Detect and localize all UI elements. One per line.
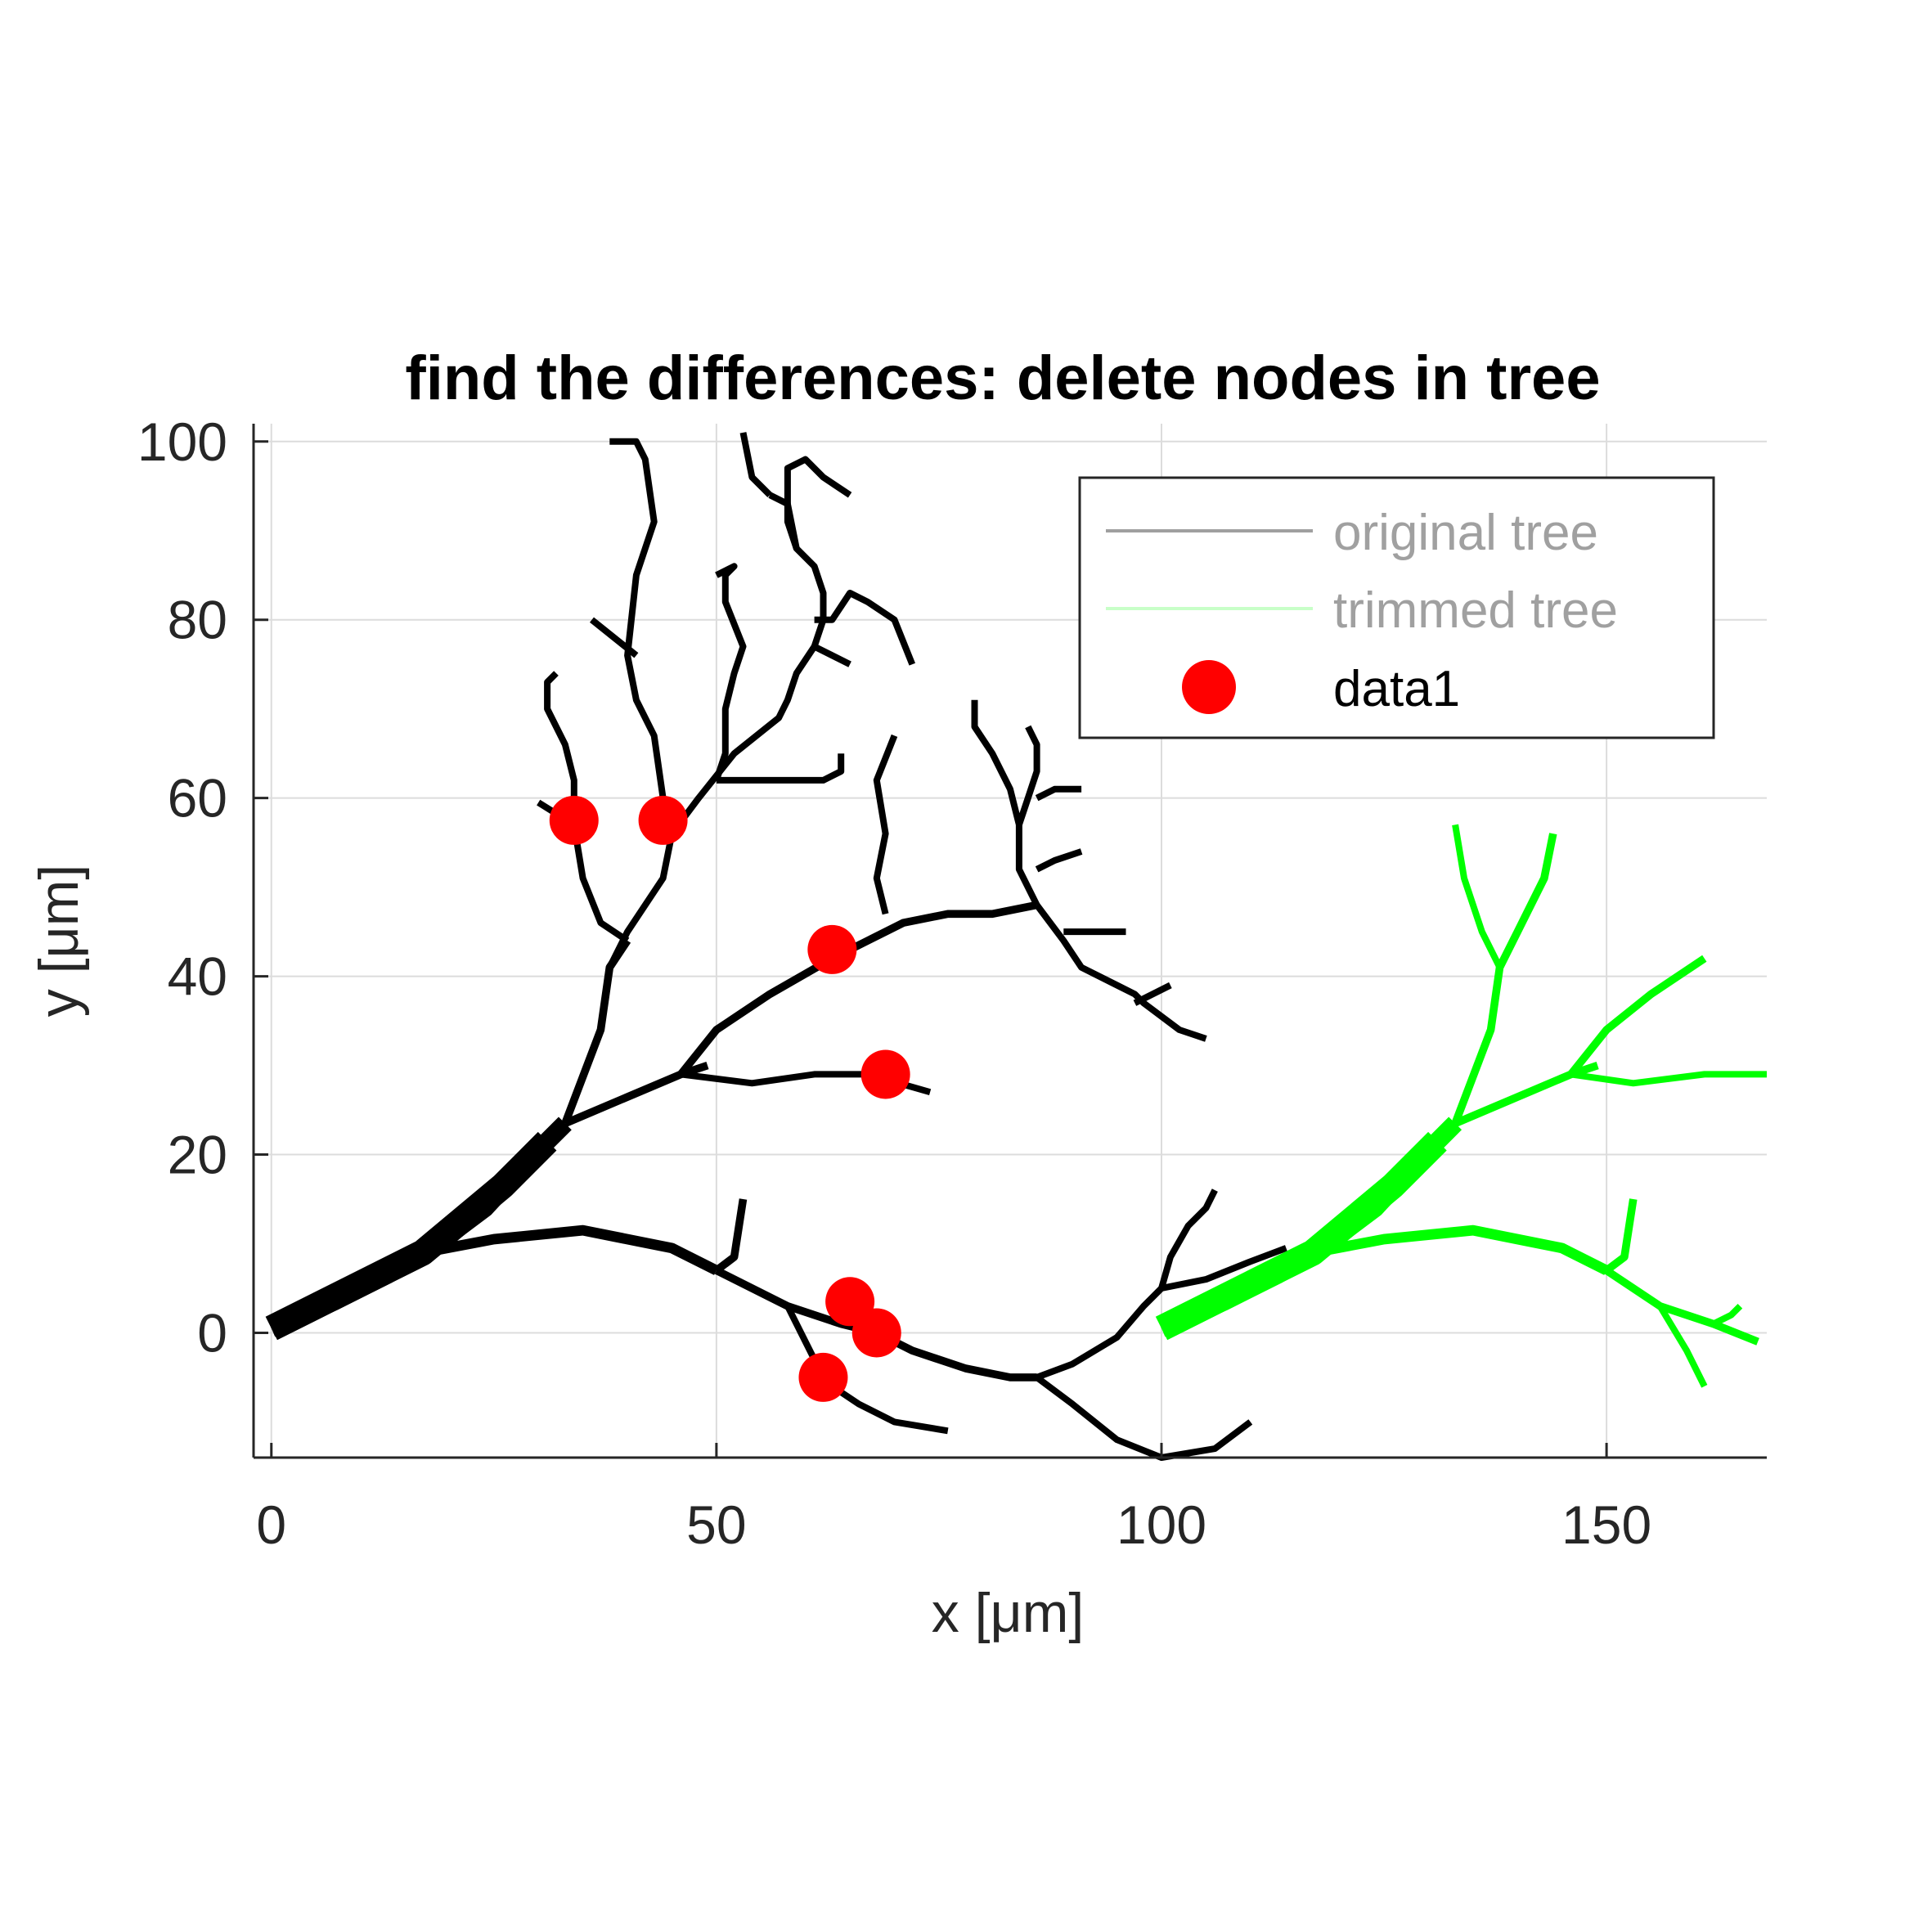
legend-label-original-tree: original tree [1333, 505, 1598, 561]
trimmed-tree-branch [1567, 955, 1707, 1077]
y-tick-label: 40 [168, 946, 227, 1007]
original-tree-branch [1034, 903, 1207, 1042]
data1-series [549, 795, 910, 1402]
y-axis-label: y [μm] [28, 865, 90, 1018]
original-tree-branch [589, 617, 639, 658]
trimmed-tree-branch [1452, 824, 1503, 969]
chart-title: find the differences: delete nodes in tr… [405, 344, 1600, 413]
trimmed-tree-branch [1656, 1304, 1708, 1388]
original-tree-branch [1036, 1245, 1287, 1381]
y-tick-label: 100 [137, 411, 227, 472]
original-tree-branch [873, 734, 898, 915]
original-tree-branch [1035, 785, 1082, 802]
original-tree-branch [1035, 848, 1083, 873]
data1-point [807, 924, 857, 974]
original-tree-branch [609, 438, 676, 835]
original-tree-branch [570, 824, 630, 944]
original-tree-branch [874, 1329, 1037, 1382]
original-tree-branch [544, 671, 577, 825]
data1-point [549, 795, 599, 845]
original-tree [265, 432, 1287, 1461]
legend-label-data1: data1 [1333, 661, 1460, 717]
original-tree-branch [1158, 1188, 1218, 1290]
original-tree-branch [1035, 1374, 1253, 1461]
x-tick-label: 0 [256, 1494, 286, 1555]
data1-point [798, 1352, 848, 1402]
axes: 0 50 100 150 0 20 40 60 80 100 [137, 411, 1767, 1555]
original-tree-branch [716, 753, 845, 784]
trimmed-tree-branch [1604, 1198, 1638, 1274]
original-tree-branch [677, 901, 1038, 1077]
x-tick-label: 100 [1117, 1494, 1206, 1555]
original-tree-branch [713, 563, 747, 782]
legend-label-trimmed-tree: trimmed tree [1333, 582, 1618, 639]
original-tree-branch [784, 456, 852, 550]
x-tick-label: 50 [686, 1494, 746, 1555]
trimmed-tree-branch [1711, 1303, 1743, 1328]
original-tree-branch [971, 699, 1040, 907]
original-tree-branch [606, 833, 676, 969]
legend-marker-data1 [1182, 660, 1236, 714]
original-tree-branch [714, 1198, 748, 1274]
original-tree-branch [1016, 725, 1040, 826]
trimmed-tree-branch [1570, 1071, 1767, 1087]
original-tree-branch [421, 1224, 719, 1275]
y-tick-label: 20 [168, 1125, 227, 1185]
original-tree-branch [784, 1305, 949, 1435]
original-tree-branch [739, 432, 773, 498]
trimmed-tree-branch [1451, 833, 1557, 1126]
original-tree-branch [814, 590, 916, 666]
x-tick-label: 150 [1561, 1494, 1651, 1555]
y-tick-label: 80 [168, 590, 227, 650]
data1-point [851, 1308, 901, 1358]
y-tick-label: 60 [168, 768, 227, 829]
plot-area [265, 432, 1767, 1461]
data1-point [860, 1049, 910, 1099]
data1-point [638, 795, 688, 845]
legend: original tree trimmed tree data1 [1078, 476, 1715, 739]
x-axis-label: x [μm] [932, 1582, 1085, 1644]
original-tree-branch [1133, 982, 1172, 1006]
y-tick-label: 0 [197, 1302, 227, 1363]
original-tree-branch [812, 643, 851, 667]
trimmed-tree [1155, 824, 1767, 1388]
trimmed-tree-branch [1604, 1267, 1759, 1346]
trimmed-tree-branch [1311, 1224, 1609, 1275]
